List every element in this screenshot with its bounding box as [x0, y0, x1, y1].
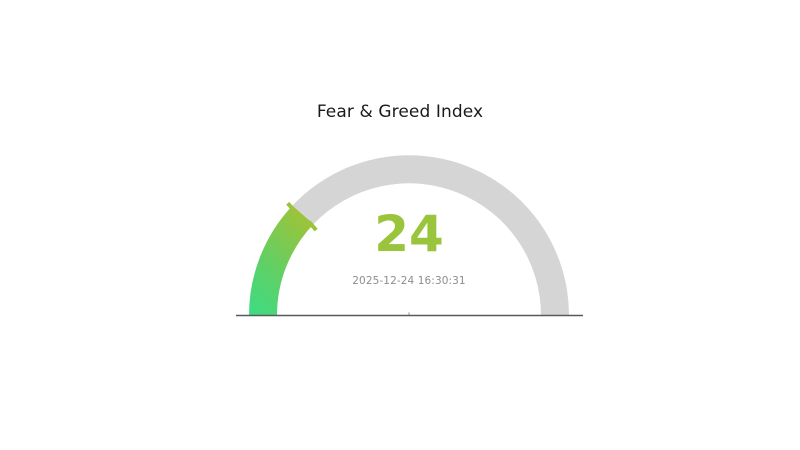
- gauge-value-arc: [249, 205, 314, 315]
- gauge-svg: [236, 155, 583, 317]
- gauge-needle-marker: [286, 201, 318, 232]
- page-title: Fear & Greed Index: [316, 102, 484, 122]
- gauge-track-arc: [292, 155, 569, 315]
- gauge-chart: [209, 140, 609, 322]
